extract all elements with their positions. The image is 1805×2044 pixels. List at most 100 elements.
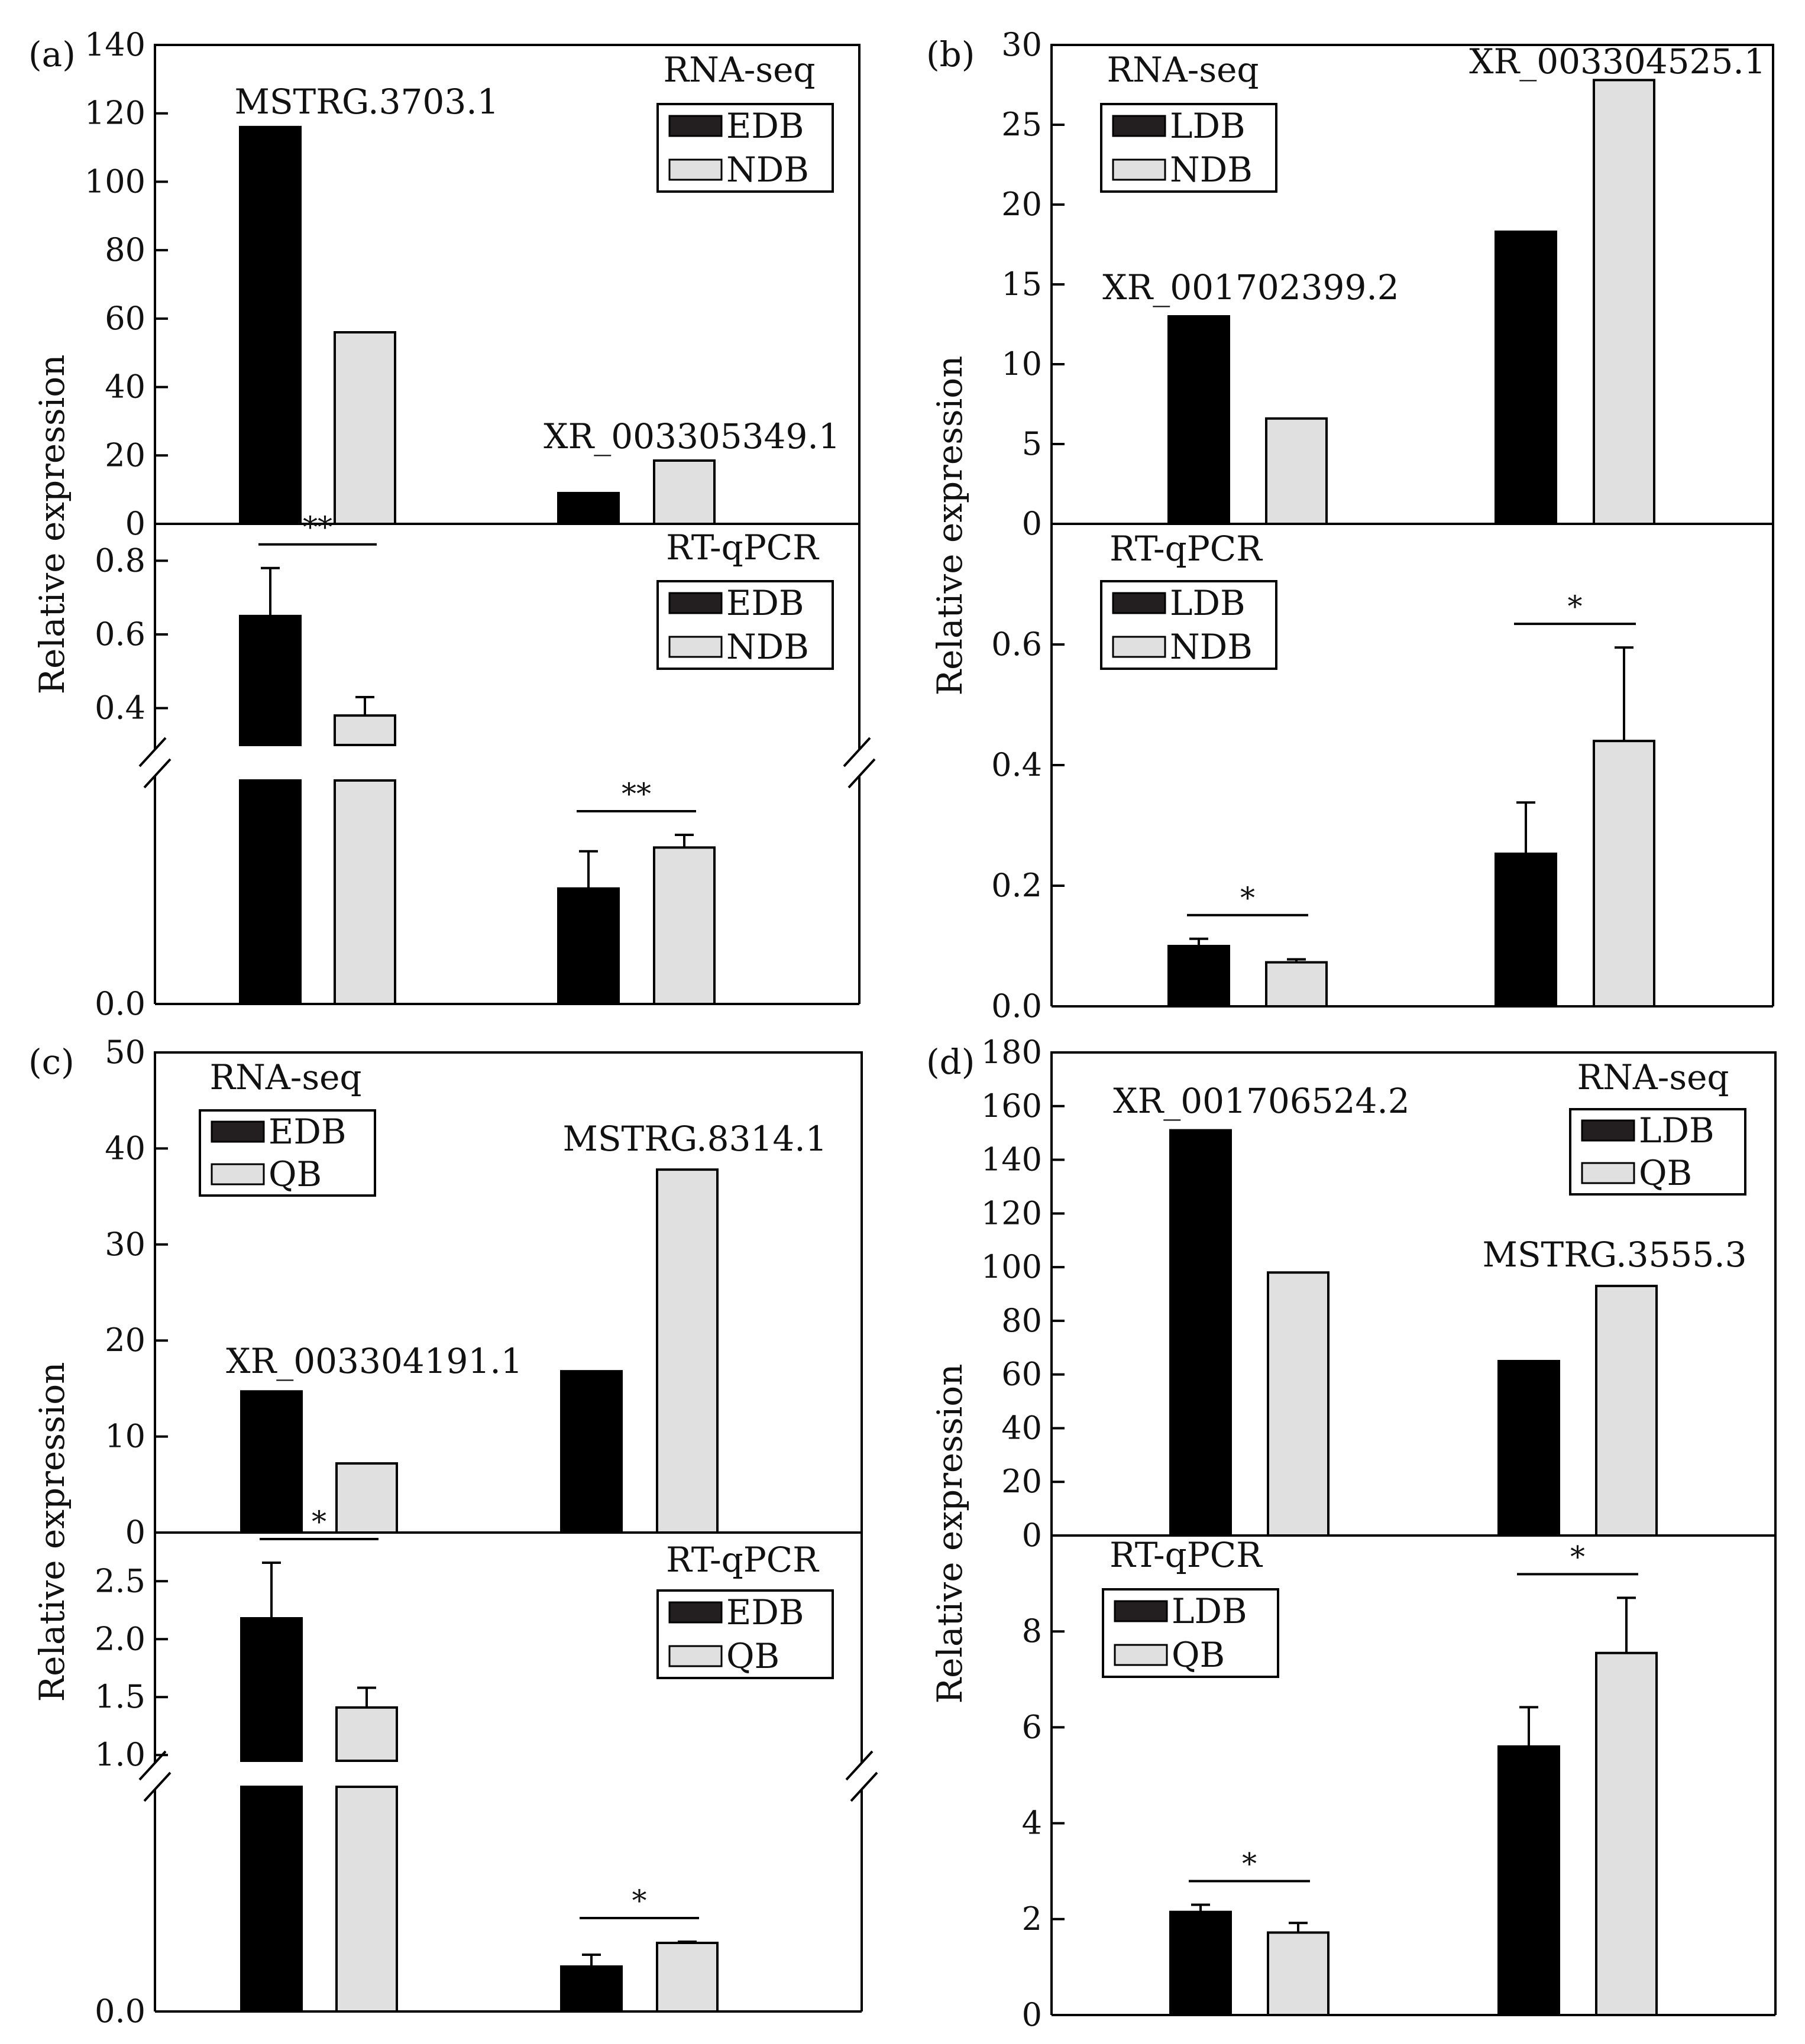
rna-seq-plot-frame [154,44,861,525]
y-tick-label: 50 [105,1034,145,1071]
rt-qpcr-bar [335,1786,398,2013]
rna-seq-bar [334,331,396,525]
legend-swatch-grey [1114,1644,1168,1666]
axis-break-mark [143,1771,172,1802]
gene-label: MSTRG.3555.3 [1482,1235,1746,1275]
y-tick-label: 2.0 [95,1620,145,1657]
legend-swatch-grey [211,1163,265,1185]
gene-label: MSTRG.8314.1 [562,1119,827,1159]
y-tick-label: 6 [1022,1708,1042,1745]
y-tick-label: 0.0 [991,987,1042,1025]
y-tick-label: 20 [1001,1463,1042,1500]
legend-entry: LDB [1170,106,1246,146]
legend-swatch-black [211,1120,265,1143]
y-tick-label: 180 [981,1034,1042,1071]
y-tick-label: 0 [1022,1517,1042,1554]
legend-entry: NDB [1170,627,1253,667]
legend-entry: EDB [726,1592,804,1632]
rna-seq-plot-frame [1050,1051,1777,1537]
legend-entry: QB [1639,1153,1692,1193]
significance-marker: ** [303,510,332,545]
rt-qpcr-bar [335,1706,398,1762]
rt-qpcr-bar [1497,1745,1560,2017]
method-label: RT-qPCR [1109,1535,1263,1575]
y-tick-label: 30 [105,1226,145,1263]
rt-qpcr-bar [1495,852,1557,1008]
method-label: RNA-seq [663,50,815,90]
y-tick-label: 0.8 [95,542,145,579]
y-tick-label: 80 [105,231,145,268]
y-tick-label: 140 [85,26,145,63]
y-tick-label: 4 [1022,1805,1042,1842]
rt-qpcr-bar [1595,1651,1658,2017]
y-tick-label: 0.0 [95,985,145,1022]
method-label: RNA-seq [209,1057,361,1097]
y-tick-label: 5 [1022,425,1042,462]
axis-break-mark [847,758,876,789]
y-tick-label: 60 [1001,1356,1042,1393]
y-tick-label: 100 [85,163,145,200]
panel-label: (d) [926,1042,975,1082]
method-label: RT-qPCR [1109,529,1263,569]
method-label: RT-qPCR [666,1540,820,1580]
legend-entry: LDB [1639,1110,1715,1151]
y-tick-label: 100 [981,1248,1042,1285]
significance-marker: ** [622,777,651,811]
y-tick-label: 0.4 [991,746,1042,783]
y-tick-label: 80 [1001,1302,1042,1339]
y-tick-label: 20 [105,436,145,474]
y-tick-label: 0.2 [991,867,1042,904]
y-axis-label: Relative expression [930,355,970,695]
legend-swatch-black [1581,1119,1635,1142]
gene-label: MSTRG.3703.1 [234,82,499,122]
y-axis-label: Relative expression [32,1362,72,1702]
rna-seq-bar [560,1370,623,1534]
y-tick-label: 10 [105,1418,145,1455]
rna-seq-bar [656,1168,719,1534]
y-tick-label: 30 [1001,26,1042,63]
rt-qpcr-bar [239,614,302,747]
rna-seq-bar [1167,315,1230,525]
y-tick-label: 120 [981,1194,1042,1232]
y-tick-label: 20 [105,1321,145,1359]
rna-seq-bar [335,1462,398,1534]
legend-swatch-black [1114,1600,1168,1622]
y-axis-label: Relative expression [930,1363,970,1703]
significance-marker: * [1568,589,1583,624]
y-tick-label: 140 [981,1141,1042,1178]
rt-qpcr-bar [557,887,620,1005]
legend-swatch-grey [668,636,723,658]
rt-qpcr-bar [1167,945,1230,1008]
legend-swatch-grey [1112,158,1166,181]
axis-break-mark [843,737,871,767]
rt-qpcr-bar [1267,1931,1330,2017]
rna-seq-bar [557,491,620,526]
y-tick-label: 0.0 [95,1993,145,2030]
rna-seq-plot-frame [154,1051,863,1534]
rt-qpcr-bar [1593,740,1655,1008]
rt-qpcr-bar [1169,1910,1232,2017]
y-axis-label: Relative expression [32,354,72,694]
rt-qpcr-bar [1265,961,1328,1008]
y-tick-label: 40 [105,368,145,406]
rna-seq-bar [239,125,302,526]
legend-entry: NDB [726,150,809,190]
axis-break-mark [850,1771,878,1802]
rt-qpcr-bar [656,1942,719,2013]
panel-b: (b) Relative expression 0 5 10 15 20 25 30 XR_001… [926,26,1774,1025]
y-tick-label: 1.0 [95,1736,145,1773]
legend-swatch-grey [668,158,723,181]
legend-entry: QB [1172,1635,1225,1675]
y-tick-label: 20 [1001,186,1042,223]
legend-swatch-black [668,1601,723,1624]
rt-qpcr-bar [560,1965,623,2013]
y-tick-label: 40 [1001,1409,1042,1446]
y-tick-label: 2.5 [95,1562,145,1599]
significance-marker: * [1240,881,1255,915]
panel-label: (a) [28,34,76,74]
rt-qpcr-bar [334,714,396,746]
axis-break-mark [138,737,167,767]
gene-label: XR_003304191.1 [226,1341,522,1381]
legend-swatch-grey [668,1645,723,1667]
panel-a: (a) Relative expression 0 20 40 60 80 100 120 140… [28,26,876,1022]
